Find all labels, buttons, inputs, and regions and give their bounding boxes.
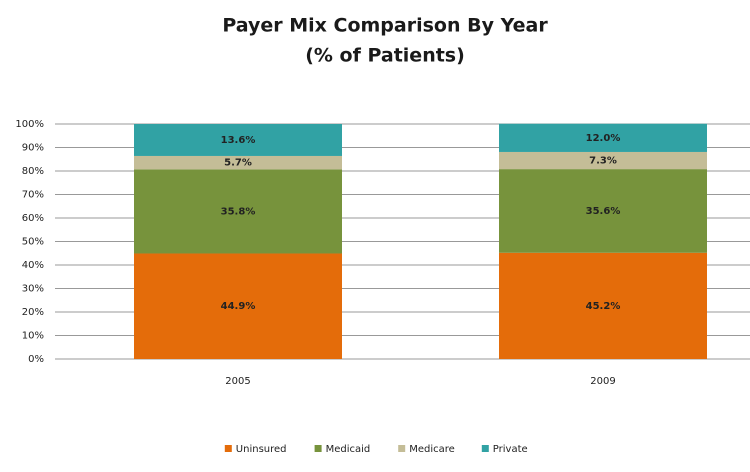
bar-segment: [499, 123, 707, 152]
bar-segment: [134, 253, 342, 359]
y-tick-label: 50%: [22, 237, 44, 248]
legend-swatch: [314, 445, 322, 452]
legend-label: Medicare: [409, 444, 455, 455]
y-tick-label: 40%: [22, 260, 44, 271]
bar-segment: [499, 169, 707, 253]
y-tick-label: 20%: [22, 307, 44, 318]
chart-title: Payer Mix Comparison By Year: [222, 15, 548, 37]
chart-subtitle: (% of Patients): [305, 45, 465, 67]
x-tick-label: 2009: [590, 376, 615, 387]
value-label: 35.6%: [586, 206, 621, 217]
value-label: 35.8%: [221, 206, 256, 217]
value-label: 13.6%: [221, 135, 256, 146]
bar-segment: [499, 252, 707, 359]
value-label: 12.0%: [586, 133, 621, 144]
value-label: 5.7%: [224, 158, 252, 169]
bar-segment: [134, 124, 342, 156]
y-tick-label: 90%: [22, 143, 44, 154]
y-tick-label: 80%: [22, 166, 44, 177]
legend-swatch: [398, 445, 406, 452]
y-tick-label: 0%: [28, 354, 44, 365]
bar-segment: [134, 155, 342, 170]
y-tick-label: 60%: [22, 213, 44, 224]
legend-label: Uninsured: [236, 444, 287, 455]
y-tick-label: 70%: [22, 190, 44, 201]
legend-label: Medicaid: [326, 444, 371, 455]
legend-swatch: [224, 445, 232, 452]
value-label: 45.2%: [586, 301, 621, 312]
legend-swatch: [481, 445, 489, 452]
y-tick-label: 30%: [22, 284, 44, 295]
y-tick-label: 10%: [22, 331, 44, 342]
value-label: 44.9%: [221, 301, 256, 312]
value-label: 7.3%: [589, 156, 617, 167]
y-tick-label: 100%: [15, 119, 44, 130]
bar-segment: [134, 169, 342, 254]
x-tick-label: 2005: [225, 376, 250, 387]
legend-label: Private: [493, 444, 528, 455]
bar-segment: [499, 151, 707, 170]
